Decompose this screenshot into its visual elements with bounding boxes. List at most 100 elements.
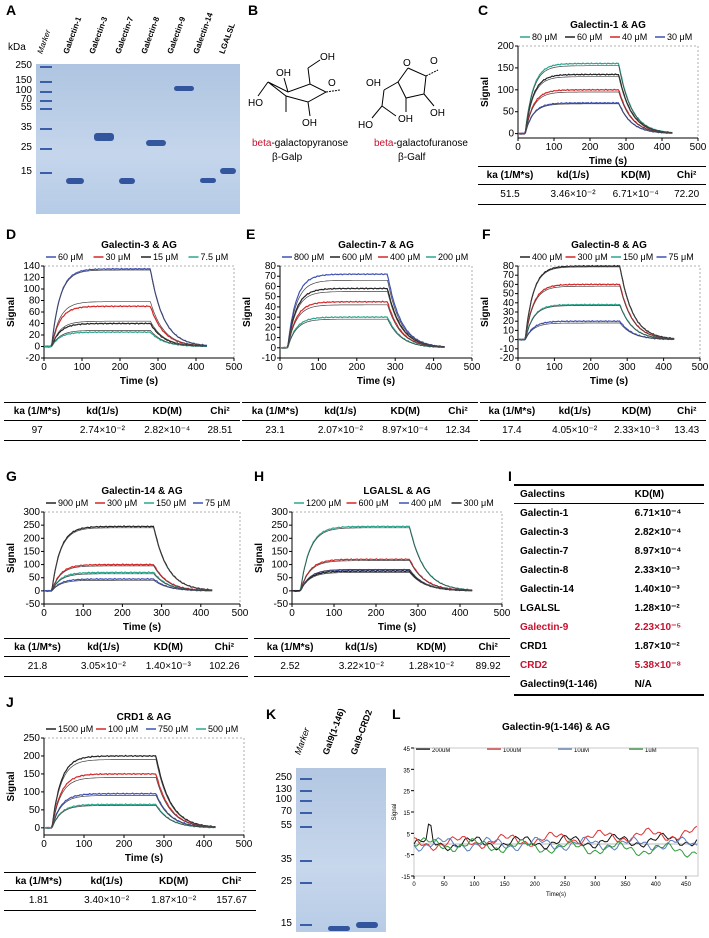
plot-frame: [43, 265, 235, 359]
y-tick-label: 50: [265, 292, 277, 303]
chart-d: Galectin-3 & AG 60 μM 30 μM 15 μM 7.5 μM 0 100…: [4, 236, 243, 387]
legend-label: 600 μM: [342, 252, 372, 262]
kd-value: 2.23×10⁻⁵: [634, 622, 682, 633]
gel-lane-label: Galectin-3: [87, 15, 110, 56]
pyranose-name-rest: -galactopyranose: [271, 138, 349, 149]
y-tick-label: 100: [497, 85, 514, 96]
kd-row: CRD2 5.38×10⁻⁸: [514, 656, 704, 675]
gel-marker-label: 70: [280, 806, 292, 817]
plot-frame: [413, 747, 699, 877]
legend-label: 150 μM: [623, 252, 653, 262]
x-axis-label: Time (s): [378, 622, 416, 632]
table-row: 17.4 4.05×10⁻² 2.33×10⁻³ 13.43: [480, 420, 706, 441]
legend-label: 7.5 μM: [201, 252, 229, 262]
fit-line: [51, 777, 216, 828]
table-header-cell: kd(1/s): [326, 638, 397, 657]
pyranose-name: beta-galactopyranose: [252, 138, 348, 149]
chart-c: Galectin-1 & AG 80 μM 60 μM 40 μM 30 μM 0 100 2…: [478, 16, 707, 167]
table-header-cell: ka (1/M*s): [242, 402, 309, 421]
legend-label: 60 μM: [58, 252, 83, 262]
legend-label: 300 μM: [464, 498, 494, 508]
x-tick-label: 500: [464, 362, 480, 373]
pyranose-oh-2: OH: [276, 68, 291, 79]
gel-marker-label: 100: [15, 85, 32, 96]
y-tick-label: 0: [282, 586, 288, 597]
table-cell: 3.40×10⁻²: [73, 890, 141, 911]
series-line: [279, 315, 445, 350]
legend-label: 400 μM: [411, 498, 441, 508]
table-header-cell: kd(1/s): [70, 402, 135, 421]
legend-label: 200uM: [432, 748, 450, 754]
table-cell: 1.87×10⁻²: [140, 890, 208, 911]
x-axis-label: Time (s): [125, 853, 163, 863]
table-cell: 23.1: [242, 420, 309, 441]
x-tick-label: 300: [410, 608, 427, 619]
legend-label: 1200 μM: [306, 498, 341, 508]
y-tick-label: 150: [497, 63, 514, 74]
x-tick-label: 400: [654, 142, 671, 153]
y-tick-label: 0: [270, 343, 276, 354]
legend-label: 80 μM: [532, 32, 557, 42]
table-header-row: ka (1/M*s) kd(1/s) KD(M) Chi²: [480, 402, 706, 421]
y-tick-label: 10: [265, 333, 277, 344]
kd-value: 1.40×10⁻³: [634, 584, 680, 595]
structures-b: OH OH HO O OH O O OH OH HO OH beta-galac…: [248, 20, 478, 170]
table-header-cell: KD(M): [140, 872, 208, 891]
gel-marker-label: 150: [15, 75, 32, 86]
y-tick-label: 100: [23, 560, 40, 571]
x-tick-label: 200: [530, 882, 541, 888]
gel-protein-band: [146, 140, 166, 146]
y-tick-label: -20: [26, 353, 41, 364]
chart-legend: 60 μM 30 μM 15 μM 7.5 μM: [46, 252, 228, 262]
x-tick-label: 500: [236, 839, 252, 850]
table-cell: 97: [4, 420, 71, 441]
x-tick-label: 100: [546, 362, 563, 373]
chart-legend: 200uM 100uM 10uM 1uM: [416, 748, 657, 754]
gel-marker-band: [40, 108, 52, 110]
y-tick-label: -50: [274, 599, 289, 610]
y-tick-label: 200: [23, 533, 40, 544]
table-cell: 89.92: [466, 656, 510, 677]
table-cell: 3.46×10⁻²: [542, 184, 605, 205]
y-axis-label: Signal: [480, 77, 491, 107]
fit-line: [51, 269, 207, 347]
chart-title: Galectin-3 & AG: [101, 240, 177, 251]
chart-legend: 1500 μM 100 μM 750 μM 500 μM: [46, 724, 238, 734]
y-tick-label: 50: [503, 107, 515, 118]
kd-galectin-name: CRD2: [520, 660, 548, 671]
y-tick-label: 60: [265, 281, 277, 292]
fit-line: [51, 320, 207, 347]
series-line: [43, 563, 213, 592]
panel-label-k: K: [266, 706, 277, 722]
table-header-row: ka (1/M*s) kd(1/s) KD(M) Chi²: [254, 638, 510, 657]
gel-lane-label: Galectin-9: [165, 15, 188, 56]
x-tick-label: 50: [441, 882, 448, 888]
kd-galectin-name: Galectin-7: [520, 546, 569, 557]
table-cell: 157.67: [207, 890, 256, 911]
table-header-cell: Chi²: [199, 402, 240, 421]
fit-line: [287, 279, 445, 348]
kinetics-table-g: ka (1/M*s) kd(1/s) KD(M) Chi² 21.8 3.05×10⁻² 1…: [4, 638, 248, 677]
table-cell: 2.33×10⁻³: [605, 420, 668, 441]
series-line: [43, 803, 216, 830]
table-header-cell: ka (1/M*s): [4, 638, 71, 657]
gel-marker-band: [300, 778, 312, 780]
chart-f: Galectin-8 & AG 400 μM 300 μM 150 μM 75 μM 0 1…: [478, 236, 709, 387]
gel-lane-label: Galectin-1: [61, 15, 84, 56]
y-tick-label: 100: [23, 787, 40, 798]
fit-line: [524, 266, 674, 340]
x-tick-label: 400: [188, 362, 205, 373]
table-cell: 51.5: [478, 184, 542, 205]
kd-galectin-name: Galectin-9: [520, 622, 569, 633]
y-axis-label: Signal: [392, 804, 398, 821]
kd-row: Galectin-3 2.82×10⁻⁴: [514, 523, 704, 542]
x-tick-label: 0: [515, 362, 521, 373]
legend-label: 600 μM: [359, 498, 389, 508]
x-tick-label: 0: [41, 362, 47, 373]
y-tick-label: 250: [23, 733, 40, 744]
chart-title: CRD1 & AG: [117, 712, 172, 723]
x-tick-label: 300: [590, 882, 601, 888]
chart-svg-d: Galectin-3 & AG 60 μM 30 μM 15 μM 7.5 μM 0 100…: [6, 240, 243, 387]
x-axis-label: Time (s): [589, 156, 627, 166]
kd-galectin-name: Galectin-3: [520, 527, 569, 538]
